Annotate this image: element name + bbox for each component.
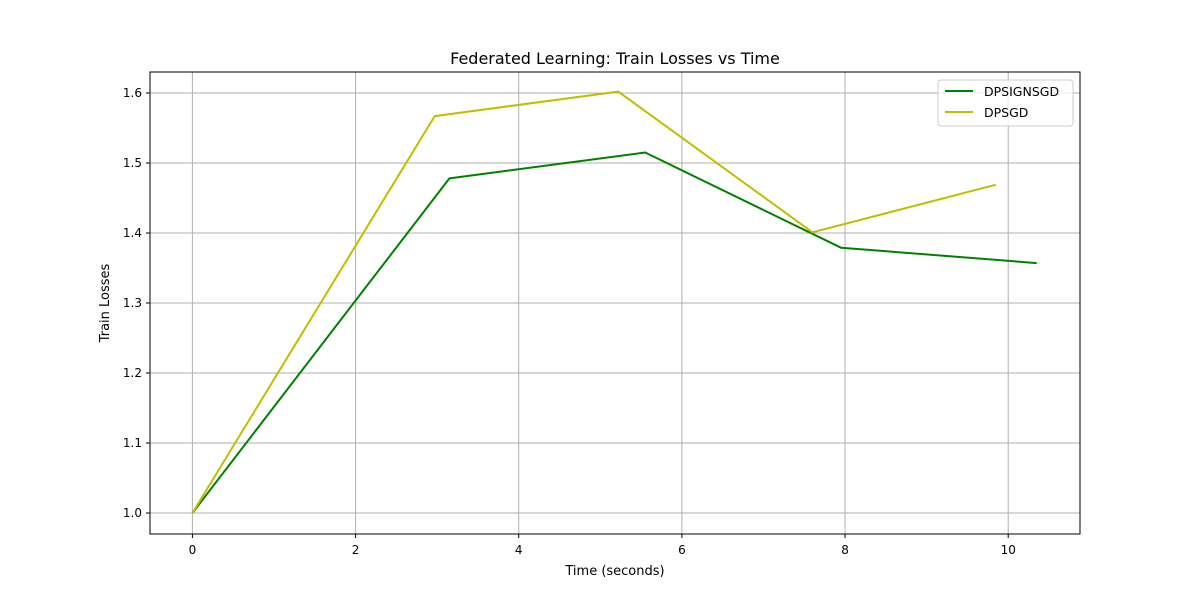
series-line-dpsignsgd — [191, 151, 1037, 514]
x-tick-label: 8 — [841, 543, 849, 557]
y-tick-label: 1.4 — [123, 226, 142, 240]
y-tick-label: 1.0 — [123, 506, 142, 520]
series-line-dpsgd — [191, 90, 997, 514]
legend-label-dpsignsgd: DPSIGNSGD — [984, 84, 1059, 99]
x-ticks: 0 2 4 6 8 10 — [189, 534, 1016, 557]
x-tick-label: 10 — [1001, 543, 1016, 557]
x-tick-label: 2 — [352, 543, 360, 557]
legend-label-dpsgd: DPSGD — [984, 105, 1028, 120]
y-axis-label: Train Losses — [98, 263, 113, 343]
legend: DPSIGNSGD DPSGD — [937, 79, 1074, 127]
x-tick-label: 4 — [515, 543, 523, 557]
y-ticks: 1.0 1.1 1.2 1.3 1.4 1.5 1.6 — [123, 86, 150, 520]
y-tick-label: 1.3 — [123, 296, 142, 310]
y-tick-label: 1.6 — [123, 86, 142, 100]
x-tick-label: 0 — [189, 543, 197, 557]
x-tick-label: 6 — [678, 543, 686, 557]
chart-title: Federated Learning: Train Losses vs Time — [450, 49, 780, 68]
series-lines — [191, 90, 1037, 514]
y-tick-label: 1.2 — [123, 366, 142, 380]
y-tick-label: 1.1 — [123, 436, 142, 450]
grid — [150, 72, 1080, 534]
x-axis-label: Time (seconds) — [564, 564, 664, 579]
y-tick-label: 1.5 — [123, 156, 142, 170]
